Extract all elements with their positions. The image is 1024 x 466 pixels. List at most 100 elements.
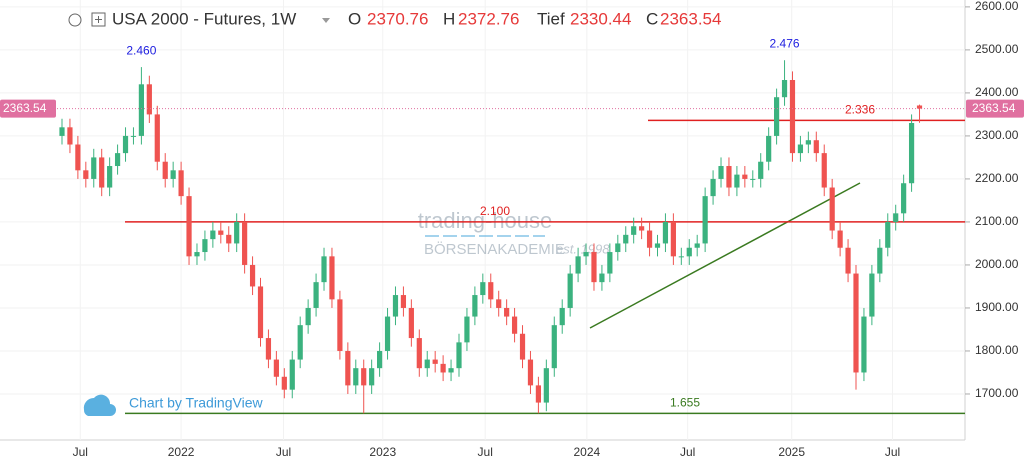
- candle-body: [726, 166, 732, 188]
- candle-body: [242, 221, 248, 265]
- candle-body: [257, 286, 264, 339]
- candle-body: [702, 196, 708, 244]
- candle-body: [83, 170, 89, 179]
- credit-text: Chart by TradingView: [129, 395, 263, 411]
- candle-body: [464, 316, 470, 343]
- candle-body: [662, 221, 669, 244]
- y-tick-label: 2600.00: [975, 0, 1019, 13]
- watermark-sub: BÖRSENAKADEMIE: [424, 240, 565, 258]
- watermark-est: est. 1998: [556, 241, 610, 256]
- candle-body: [845, 247, 851, 274]
- candle-body: [559, 307, 565, 326]
- candle-body: [750, 178, 756, 180]
- candle-body: [107, 166, 113, 188]
- candle-body: [146, 84, 152, 115]
- candle-body: [511, 316, 518, 334]
- candle-body: [130, 135, 137, 137]
- candle-body: [329, 256, 335, 300]
- candle-body: [313, 282, 319, 308]
- candle-body: [75, 144, 81, 171]
- candle-body: [877, 247, 883, 274]
- x-tick-label: Jul: [680, 445, 695, 459]
- candle-body: [504, 307, 510, 317]
- candle-body: [353, 368, 359, 386]
- y-tick-label: 2300.00: [975, 128, 1019, 142]
- dropdown[interactable]: [322, 18, 330, 23]
- y-tick-label: 2400.00: [975, 85, 1019, 99]
- candle-body: [535, 385, 541, 403]
- candle-body: [448, 368, 454, 373]
- candle-body: [273, 359, 279, 377]
- candle-body: [424, 359, 430, 369]
- candle-body: [742, 174, 748, 179]
- candle-body: [218, 230, 224, 235]
- candle-body: [543, 368, 549, 403]
- candle-body: [440, 363, 446, 373]
- candle-body: [170, 170, 176, 179]
- candle-body: [519, 333, 526, 360]
- y-tick-label: 1700.00: [975, 386, 1019, 400]
- x-tick-label: Jul: [276, 445, 291, 459]
- candle-body: [734, 174, 740, 188]
- x-tick-label: Jul: [478, 445, 493, 459]
- high-value: 2372.76: [458, 9, 519, 28]
- candle-body: [154, 114, 160, 162]
- x-tick-label: 2022: [168, 445, 195, 459]
- candle-body: [186, 196, 192, 257]
- candle-body: [67, 127, 73, 145]
- candle-body: [623, 234, 629, 244]
- candle-body: [361, 368, 367, 386]
- last-price-left: 2363.54: [3, 101, 47, 115]
- credit[interactable]: Chart by TradingView: [83, 394, 264, 416]
- candle-body: [813, 140, 819, 154]
- open-label: O: [348, 9, 361, 28]
- candle-body: [885, 221, 891, 248]
- candle-body: [408, 307, 414, 339]
- candle-body: [122, 135, 129, 154]
- candle-body: [234, 221, 240, 244]
- candle-body: [766, 135, 772, 162]
- low-value: 2330.44: [570, 9, 631, 28]
- y-tick-label: 1800.00: [975, 343, 1019, 357]
- candle-body: [472, 295, 478, 317]
- symbol-title: USA 2000 - Futures, 1W: [112, 9, 296, 28]
- candle-body: [694, 243, 700, 248]
- x-tick-label: Jul: [885, 445, 900, 459]
- candle-body: [797, 144, 804, 154]
- level-label: 2.100: [480, 204, 510, 218]
- candle-body: [710, 178, 716, 197]
- x-tick-label: 2025: [778, 445, 805, 459]
- watermark-title: trading-house: [418, 208, 553, 233]
- candle-body: [432, 359, 438, 364]
- candle-body: [901, 183, 907, 214]
- last-price-tag: [0, 99, 56, 118]
- candle-body: [305, 307, 311, 326]
- candle-body: [226, 234, 232, 244]
- candle-body: [265, 338, 272, 360]
- candle-body: [488, 282, 494, 300]
- candle-body: [639, 226, 645, 231]
- candle-body: [480, 282, 486, 296]
- candle-body: [456, 342, 462, 369]
- peak-label: 2.476: [770, 36, 800, 50]
- candle-body: [377, 350, 383, 369]
- candle-body: [607, 252, 613, 274]
- high-label: H: [443, 9, 455, 28]
- candle-body: [861, 316, 867, 373]
- candle-body: [615, 243, 621, 253]
- candle-body: [392, 295, 399, 317]
- candle-body: [337, 299, 343, 351]
- candle-body: [551, 325, 557, 369]
- toggle-icon[interactable]: [68, 13, 82, 27]
- y-tick-label: 2100.00: [975, 214, 1019, 228]
- candle-body: [114, 153, 121, 167]
- candle-body: [321, 256, 327, 283]
- candle-body: [869, 273, 875, 317]
- candle-body: [59, 127, 65, 136]
- candle-body: [670, 221, 676, 257]
- candle-body: [821, 153, 827, 188]
- low-label: Tief: [537, 9, 565, 28]
- add-icon[interactable]: [91, 12, 106, 27]
- candle-body: [758, 161, 764, 179]
